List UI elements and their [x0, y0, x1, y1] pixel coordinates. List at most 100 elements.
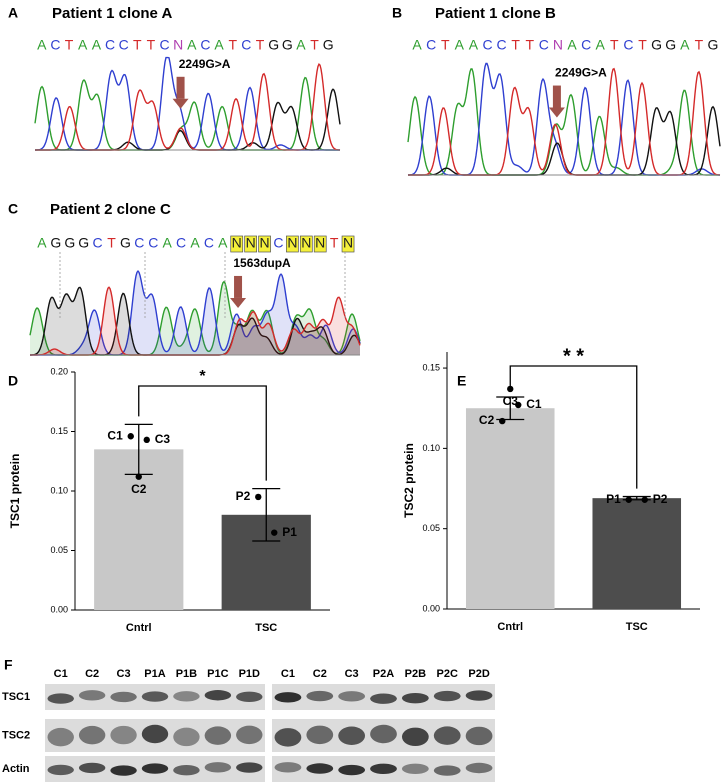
significance: *	[199, 368, 206, 385]
band	[110, 725, 137, 745]
row-label: TSC2	[2, 729, 30, 741]
panel-label: E	[457, 373, 466, 389]
band	[370, 693, 397, 704]
base-letter: T	[638, 37, 647, 53]
x-tick-label: TSC	[255, 622, 277, 634]
base-letter: A	[37, 37, 47, 53]
base-letter: G	[78, 235, 89, 251]
base-letter: C	[204, 235, 214, 251]
point-label: P2	[653, 492, 668, 506]
base-letter: C	[539, 37, 549, 53]
panel-label: B	[392, 5, 402, 21]
band	[306, 763, 334, 774]
base-letter: C	[159, 37, 169, 53]
base-letter: A	[187, 37, 197, 53]
trace-fill	[30, 281, 360, 355]
point-label: C3	[155, 432, 171, 446]
lane-label: P1B	[176, 668, 197, 680]
base-letter: C	[200, 37, 210, 53]
n-box	[341, 235, 355, 253]
trace	[35, 56, 340, 151]
n-box	[286, 235, 299, 253]
data-point	[143, 436, 150, 444]
band	[401, 692, 429, 704]
x-tick-label: Cntrl	[126, 622, 152, 634]
significance: * *	[563, 345, 584, 367]
y-tick-label: 0.20	[50, 366, 68, 376]
band	[370, 763, 397, 774]
data-point	[515, 401, 522, 409]
base-letter: A	[218, 235, 228, 251]
trace-fill	[30, 287, 360, 355]
base-letter: A	[296, 37, 306, 53]
band	[465, 690, 493, 701]
base-letter: T	[256, 37, 265, 53]
base-letter: C	[119, 37, 129, 53]
band	[433, 726, 461, 745]
point-label: P2	[236, 489, 251, 503]
band	[236, 725, 263, 745]
bar	[465, 408, 555, 609]
base-letter: A	[567, 37, 577, 53]
band	[173, 691, 200, 702]
base-letter: T	[330, 235, 339, 251]
point-label: C2	[131, 482, 147, 496]
lane-label: C1	[281, 668, 295, 680]
band	[274, 762, 302, 773]
base-letter: N	[301, 235, 311, 251]
base-letter: T	[65, 37, 74, 53]
data-point	[127, 433, 134, 440]
base-letter: A	[596, 37, 606, 53]
base-letter: N	[315, 235, 325, 251]
trace-fill	[30, 271, 360, 355]
row-label: Actin	[2, 763, 30, 775]
base-letter: C	[148, 235, 158, 251]
band	[338, 691, 366, 702]
base-letter: A	[680, 37, 690, 53]
band	[173, 727, 200, 747]
base-letter: T	[133, 37, 142, 53]
base-letter: C	[93, 235, 103, 251]
lane-label: P2D	[468, 668, 489, 680]
y-axis-label: TSC2 protein	[402, 443, 416, 518]
band	[204, 762, 232, 773]
y-tick-label: 0.05	[422, 523, 440, 533]
base-letter: G	[282, 37, 293, 53]
lane-label: P2A	[373, 668, 394, 680]
data-point	[255, 493, 262, 501]
panel-title: Patient 2 clone C	[50, 201, 171, 218]
band	[173, 765, 200, 776]
band	[47, 764, 74, 776]
row-label: TSC1	[2, 691, 30, 703]
band	[204, 690, 232, 701]
n-box	[299, 235, 313, 253]
base-letter: A	[412, 37, 422, 53]
base-letter: A	[37, 235, 47, 251]
band	[141, 691, 169, 702]
annotation: 2249G>A	[179, 57, 231, 71]
band	[433, 690, 461, 702]
band	[274, 728, 302, 747]
band	[306, 690, 334, 702]
point-label: P1	[282, 525, 297, 539]
band	[78, 690, 106, 701]
band	[47, 693, 74, 704]
base-letter: C	[241, 37, 251, 53]
base-letter: G	[708, 37, 719, 53]
band	[236, 762, 263, 773]
base-letter: T	[610, 37, 619, 53]
point-label: C2	[479, 413, 495, 427]
band	[274, 692, 302, 703]
bar	[592, 498, 682, 609]
band	[110, 691, 137, 703]
band	[433, 765, 461, 776]
point-label: C3	[503, 394, 519, 408]
trace	[407, 68, 720, 176]
base-letter: C	[497, 37, 507, 53]
band	[401, 727, 429, 747]
base-letter: G	[665, 37, 676, 53]
arrow-shaft	[234, 275, 243, 298]
base-letter: A	[163, 235, 173, 251]
base-letter: A	[455, 37, 465, 53]
